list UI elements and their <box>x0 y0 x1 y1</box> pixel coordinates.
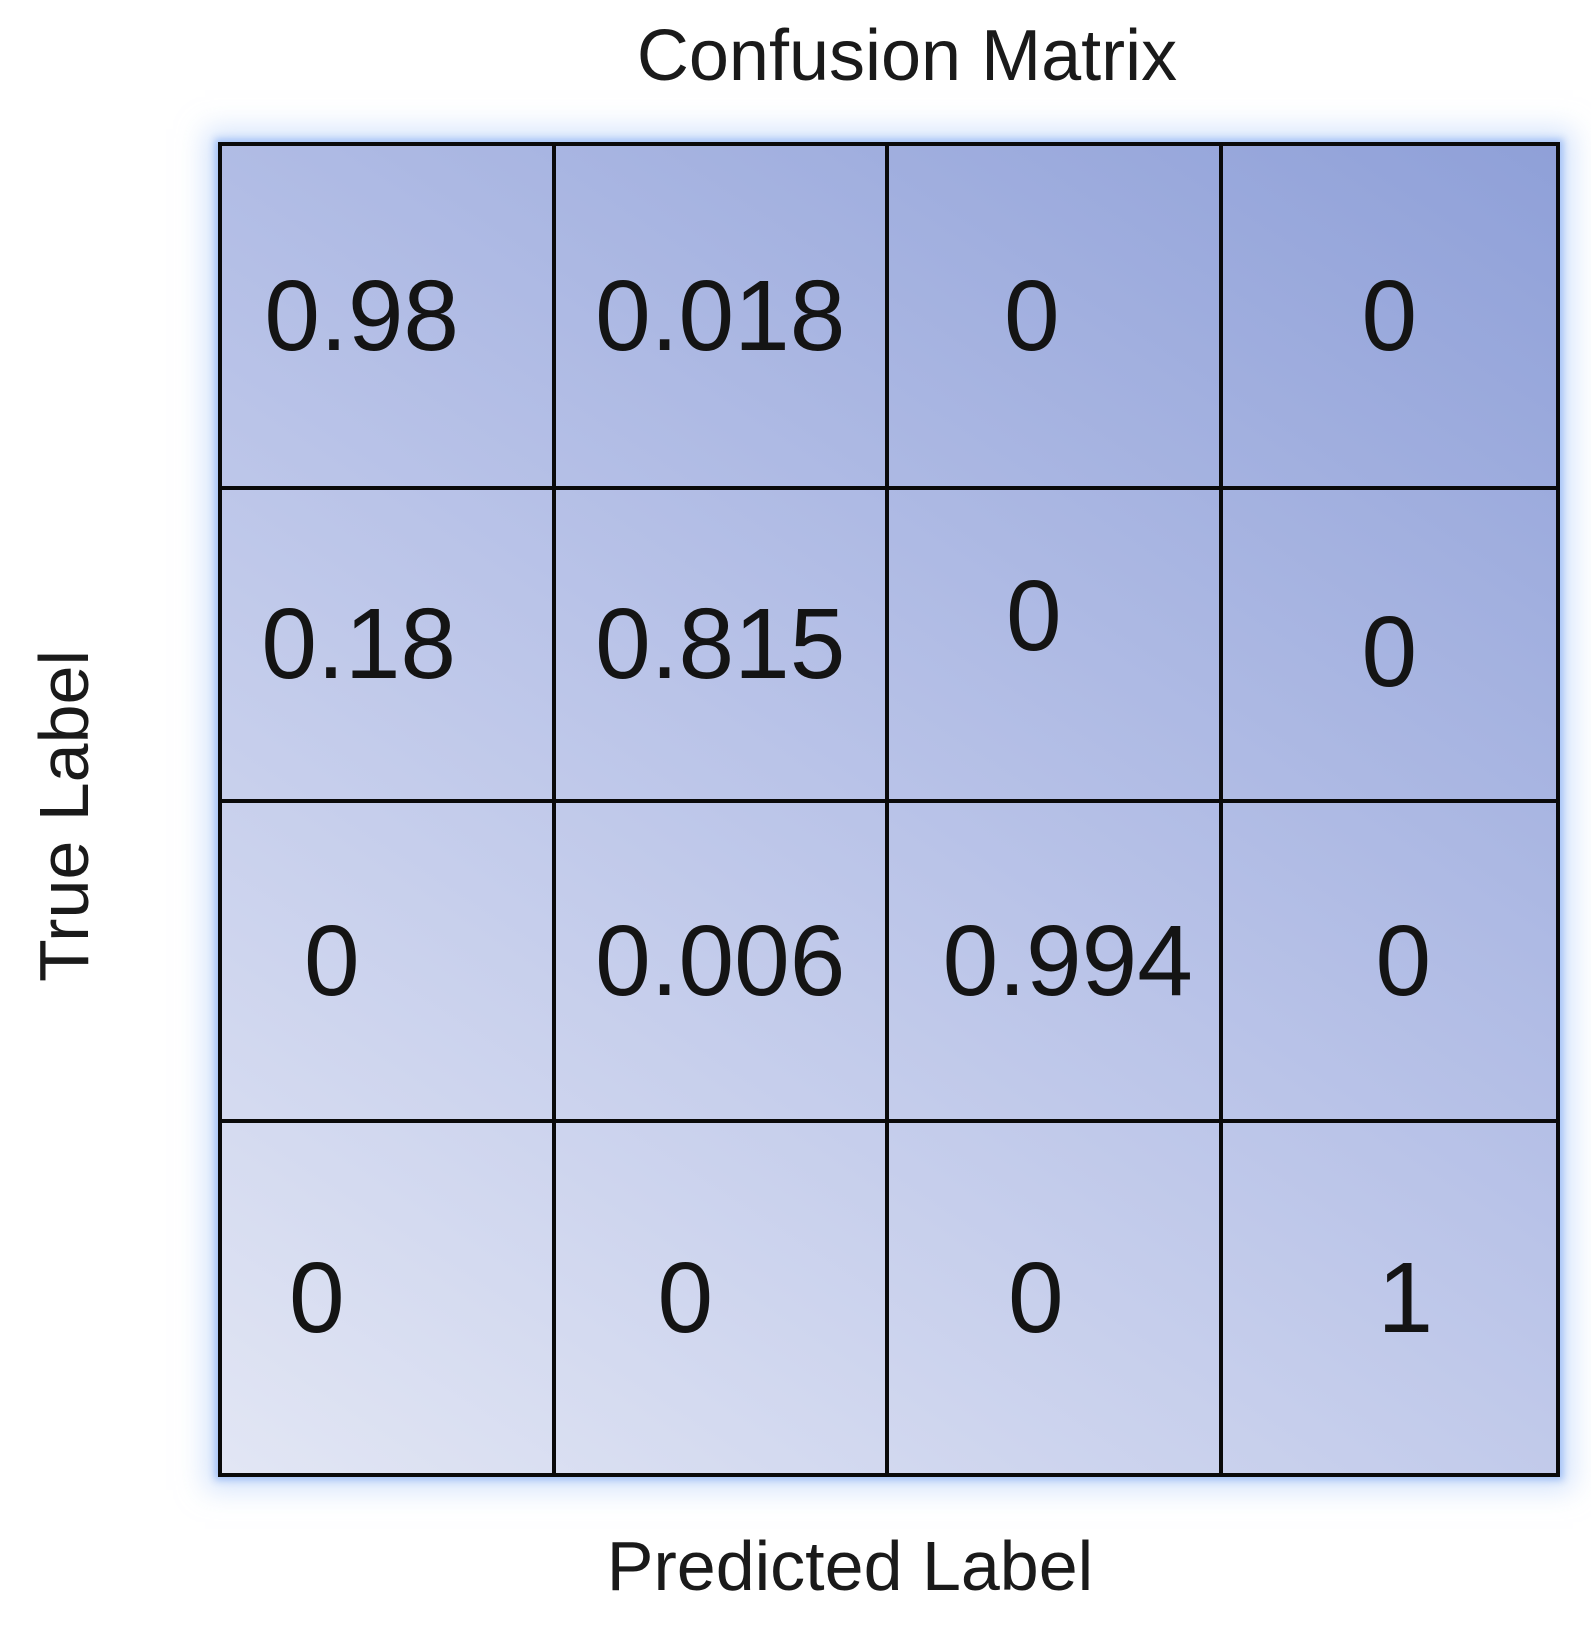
cell-value: 0 <box>303 905 360 1018</box>
cell-value: 1 <box>1377 1242 1434 1355</box>
chart-title: Confusion Matrix <box>636 16 1178 96</box>
cell-value: 0 <box>1375 905 1432 1018</box>
matrix-cell-r2c2: 0.815 <box>555 489 889 804</box>
cell-value: 0 <box>1007 1242 1064 1355</box>
matrix-cell-r1c2: 0.018 <box>555 146 889 490</box>
cell-value: 0.006 <box>595 905 846 1018</box>
matrix-cell-r3c4: 0 <box>1222 803 1556 1124</box>
x-axis-label: Predicted Label <box>606 1527 1094 1605</box>
matrix-cell-r3c2: 0.006 <box>555 803 889 1124</box>
matrix-cell-r4c3: 0 <box>889 1123 1223 1473</box>
matrix-cell-r4c2: 0 <box>556 1123 889 1473</box>
y-axis-label: True Label <box>25 649 103 983</box>
cell-value: 0 <box>1005 560 1062 673</box>
cell-value: 0.994 <box>942 905 1193 1018</box>
matrix-cell-r2c3: 0 <box>889 489 1223 804</box>
matrix-cell-r2c1: 0.18 <box>222 489 556 804</box>
matrix-cell-r4c1: 0 <box>222 1123 556 1473</box>
cell-value: 0 <box>288 1242 345 1355</box>
cell-value: 0.018 <box>595 259 846 372</box>
cell-value: 0.18 <box>261 588 457 701</box>
cell-value: 0 <box>1361 596 1418 709</box>
matrix-cell-r3c3: 0.994 <box>889 803 1223 1124</box>
matrix-cell-r1c1: 0.98 <box>222 146 556 490</box>
confusion-matrix-grid: 0.98 0.018 0 0 0.18 0.815 0 0 0 0.006 0.… <box>218 142 1560 1477</box>
matrix-cell-r1c4: 0 <box>1222 146 1556 490</box>
matrix-cell-r3c1: 0 <box>222 803 556 1124</box>
matrix-cell-r1c3: 0 <box>889 146 1223 490</box>
matrix-cell-r4c4: 1 <box>1223 1123 1557 1473</box>
matrix-cell-r2c4: 0 <box>1222 490 1556 804</box>
cell-value: 0.815 <box>595 588 846 701</box>
cell-value: 0 <box>1361 259 1418 372</box>
cell-value: 0 <box>657 1242 714 1355</box>
cell-value: 0.98 <box>264 259 460 372</box>
cell-value: 0 <box>1003 259 1060 372</box>
